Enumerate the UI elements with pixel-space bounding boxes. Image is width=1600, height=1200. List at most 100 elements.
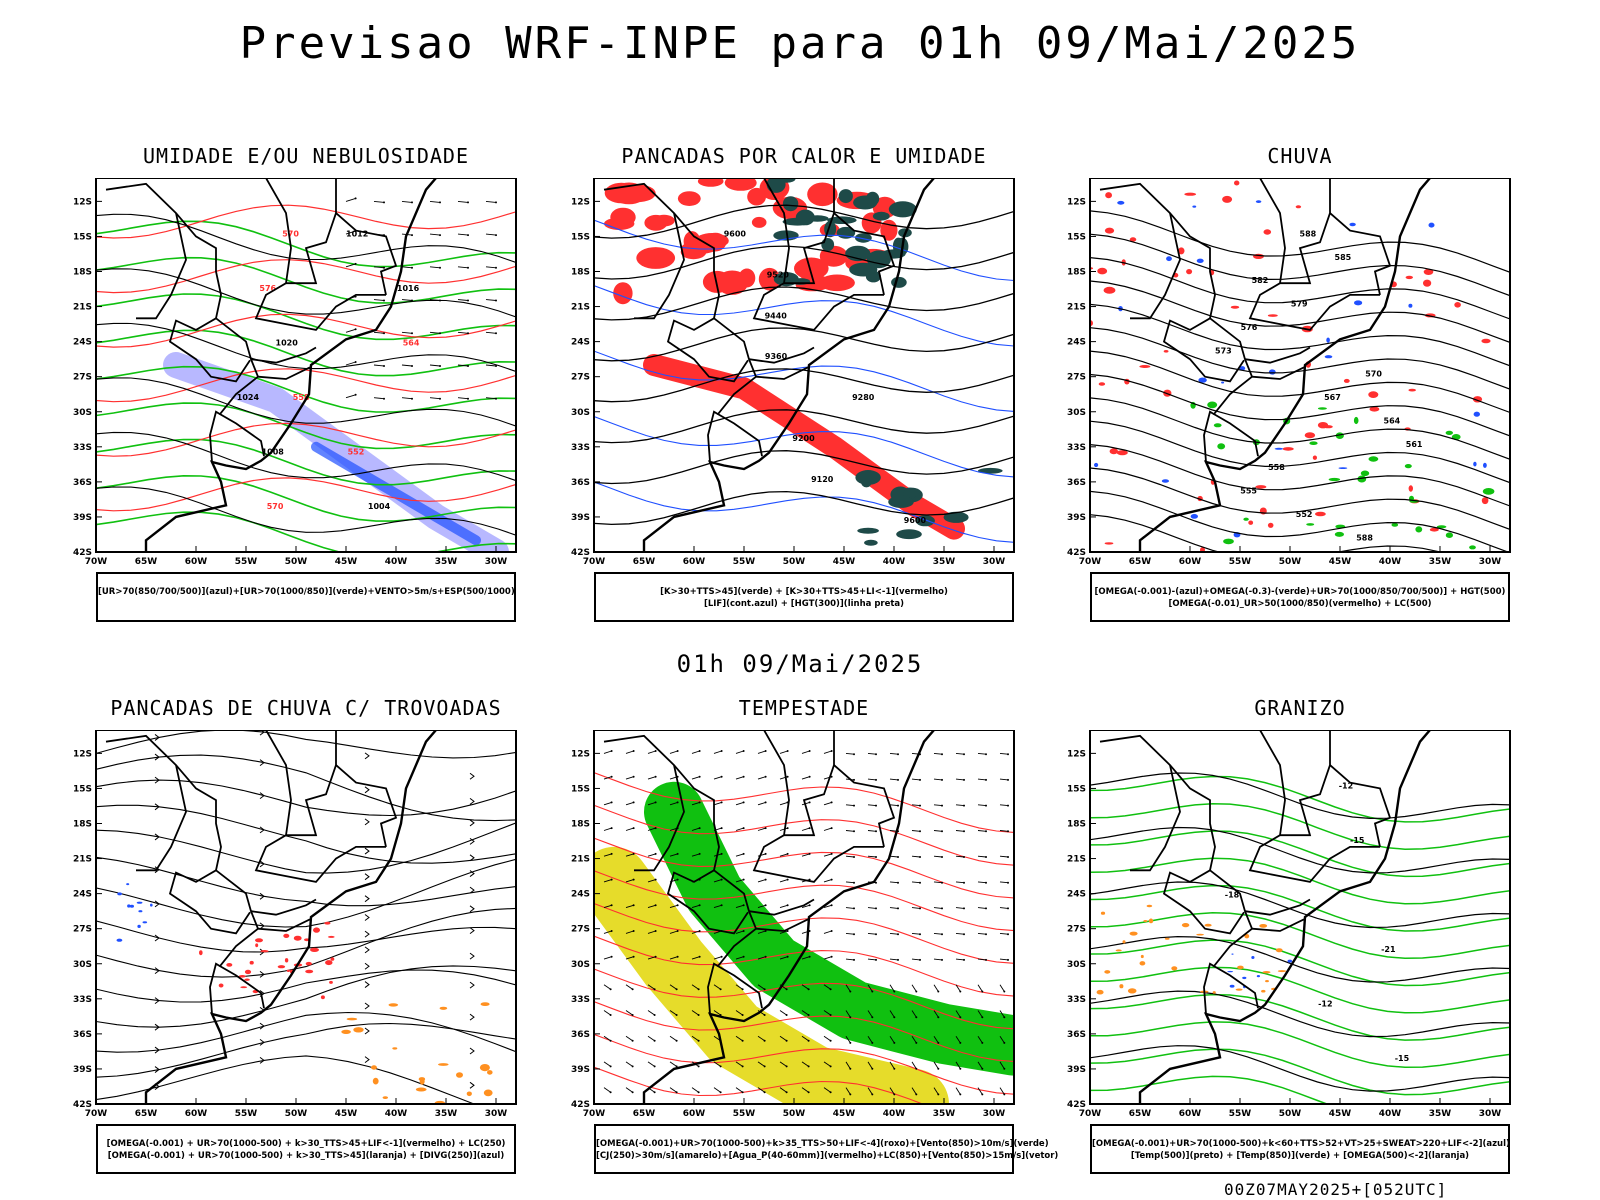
shaded-area xyxy=(1242,976,1247,980)
shaded-area xyxy=(1234,180,1240,186)
wind-vector-head xyxy=(853,778,855,781)
streamline-arrow xyxy=(469,905,475,913)
shaded-area xyxy=(1469,545,1476,550)
wind-vector xyxy=(955,1061,961,1069)
wind-vector-head xyxy=(720,878,723,881)
wind-vector-head xyxy=(720,904,723,907)
wind-vector xyxy=(457,364,469,367)
shaded-area xyxy=(1181,923,1190,928)
political-border xyxy=(784,178,835,285)
wind-vector-head xyxy=(871,990,874,993)
wind-vector xyxy=(757,1035,765,1042)
wind-vector xyxy=(955,1010,961,1018)
shaded-area xyxy=(305,969,314,974)
wind-vector xyxy=(933,1087,939,1095)
wind-vector-head xyxy=(963,778,965,781)
wind-vector xyxy=(647,1010,655,1016)
contour-line xyxy=(1090,990,1510,1038)
wind-vector-head xyxy=(963,753,965,756)
wind-vector-head xyxy=(742,878,745,881)
wind-vector-head xyxy=(875,856,877,858)
shaded-area xyxy=(872,211,890,221)
shaded-area xyxy=(1104,227,1115,234)
wind-vector xyxy=(779,853,788,857)
legend-line: [CJ(250)>30m/s](amarelo)+[Agua_P(40-60mm… xyxy=(596,1151,1059,1161)
wind-vector xyxy=(823,879,832,883)
wind-vector xyxy=(801,956,810,960)
political-border xyxy=(752,178,884,331)
map-panel: 588 585 582 579 576 573 570 567 564 561 558 555 552 5… xyxy=(1067,178,1511,567)
wind-vector-head xyxy=(853,753,855,756)
shaded-area xyxy=(1196,258,1204,263)
wind-vector xyxy=(933,907,943,909)
shaded-area xyxy=(1146,904,1153,908)
wind-vector-head xyxy=(698,930,701,932)
political-border xyxy=(209,962,221,1015)
wind-vector-head xyxy=(411,299,413,302)
y-tick-label: 12S xyxy=(73,197,92,207)
wind-vector xyxy=(977,881,987,884)
wind-vector xyxy=(669,1061,677,1067)
x-tick-label: 40W xyxy=(1379,1109,1402,1119)
x-tick-label: 50W xyxy=(285,557,308,567)
streamline-arrow xyxy=(154,1023,160,1031)
political-border xyxy=(755,366,809,380)
wind-vector-head xyxy=(653,1039,656,1042)
wind-vector xyxy=(345,361,356,366)
shaded-area xyxy=(1105,192,1112,199)
shaded-area xyxy=(1315,511,1326,517)
wind-vector xyxy=(603,1087,611,1093)
shaded-area xyxy=(1275,948,1283,953)
wind-vector-head xyxy=(1007,830,1009,833)
wind-vector xyxy=(999,1010,1005,1018)
contour-line xyxy=(594,902,1014,964)
wind-vector xyxy=(691,827,700,831)
shaded-area xyxy=(1473,411,1480,417)
contour-label: -15 xyxy=(1350,836,1365,845)
wind-vector xyxy=(867,958,877,961)
wind-vector xyxy=(889,1061,895,1069)
political-border xyxy=(105,734,265,1009)
shaded-area xyxy=(1353,416,1359,425)
wind-vector xyxy=(779,930,788,934)
wind-vector-head xyxy=(698,775,701,778)
y-tick-label: 24S xyxy=(571,890,590,900)
wind-vector-head xyxy=(439,234,441,237)
wind-vector-head xyxy=(676,930,679,932)
x-tick-label: 65W xyxy=(135,1109,158,1119)
legend-line: [OMEGA(-0.001) + UR>70(1000-500) + k>30_… xyxy=(106,1139,506,1149)
wind-vector-head xyxy=(985,933,987,936)
contour-label: 579 xyxy=(1291,300,1308,309)
legend-line: [Temp(500)](preto) + [Temp(850)](verde) … xyxy=(1130,1151,1470,1161)
panel-legend: [OMEGA(-0.001)+UR>70(1000-500)+k<60+TTS>… xyxy=(1090,1124,1510,1174)
wind-vector xyxy=(625,1061,633,1067)
contour-line xyxy=(594,870,1014,932)
wind-vector-head xyxy=(610,852,613,855)
wind-vector xyxy=(603,801,612,806)
shaded-area xyxy=(138,910,143,913)
shaded-area xyxy=(255,938,263,943)
wind-vector-head xyxy=(871,1067,874,1070)
panel-legend: [OMEGA(-0.001)+UR>70(1000-500)+k>35_TTS>… xyxy=(594,1124,1059,1174)
shaded-band xyxy=(594,846,949,1104)
wind-vector xyxy=(691,1035,699,1042)
streamline-arrow xyxy=(469,1013,475,1021)
shaded-area xyxy=(226,963,233,967)
wind-vector xyxy=(429,200,441,203)
wind-vector-head xyxy=(981,1093,984,1096)
shaded-area xyxy=(329,980,333,984)
wind-vector xyxy=(779,1087,787,1093)
shaded-area xyxy=(320,995,325,1000)
wind-vector xyxy=(691,853,700,857)
wind-vector-head xyxy=(631,1065,634,1068)
streamline-arrow xyxy=(364,786,370,794)
contour-label: 552 xyxy=(1296,510,1313,519)
wind-vector xyxy=(889,1035,895,1044)
wind-vector-head xyxy=(807,1091,810,1094)
wind-vector xyxy=(429,364,441,367)
contour-label: 1020 xyxy=(276,339,299,348)
shaded-area xyxy=(1139,365,1151,368)
y-tick-label: 27S xyxy=(73,925,92,935)
wind-vector-head xyxy=(632,852,635,855)
wind-vector xyxy=(735,1035,743,1042)
